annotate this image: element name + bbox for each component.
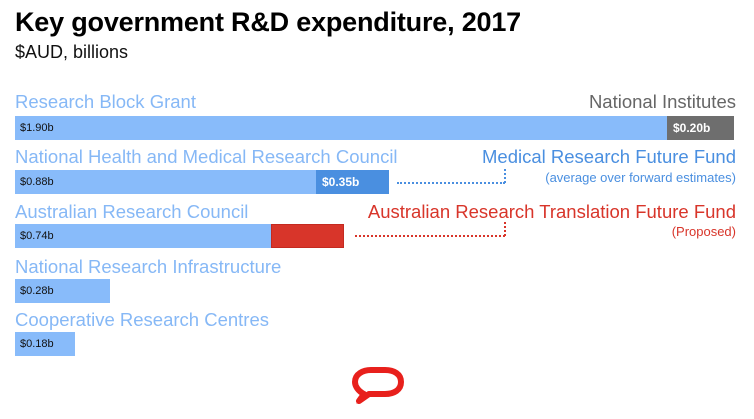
bar-mrff: $0.35b (316, 170, 389, 194)
bar-value-label: $0.35b (322, 175, 360, 189)
row-label-research-block-grant: Research Block Grant (15, 91, 196, 112)
bar-research-block-grant: $1.90b (15, 116, 667, 140)
chart-title: Key government R&D expenditure, 2017 (15, 7, 521, 37)
chart-subtitle: $AUD, billions (15, 42, 129, 62)
bar-value-label: $0.88b (20, 176, 54, 188)
mrff-connector-tick (504, 169, 506, 183)
mrff-annotation-title: Medical Research Future Fund (482, 146, 736, 167)
artff-connector-line (355, 235, 505, 237)
speech-bubble-logo-icon (351, 367, 405, 407)
bar-artff (271, 224, 344, 248)
row-label-arc: Australian Research Council (15, 201, 249, 222)
row-label-crc: Cooperative Research Centres (15, 309, 269, 330)
bar-crc: $0.18b (15, 332, 75, 356)
artff-annotation-subtitle: (Proposed) (671, 224, 736, 239)
mrff-connector-line (397, 182, 505, 184)
artff-annotation-title: Australian Research Translation Future F… (367, 201, 736, 222)
bar-national-institutes: $0.20b (667, 116, 734, 140)
bar-value-label: $0.74b (20, 230, 54, 242)
row-label-nri: National Research Infrastructure (15, 256, 282, 277)
bar-value-label: $0.20b (673, 121, 711, 135)
national-institutes-label: National Institutes (588, 91, 736, 112)
bar-nri: $0.28b (15, 279, 110, 303)
bar-value-label: $1.90b (20, 122, 54, 134)
bar-nhmrc: $0.88b (15, 170, 316, 194)
mrff-annotation-subtitle: (average over forward estimates) (545, 170, 736, 185)
bar-arc: $0.74b (15, 224, 271, 248)
bar-value-label: $0.18b (20, 338, 54, 350)
row-label-nhmrc: National Health and Medical Research Cou… (15, 146, 398, 167)
artff-connector-tick (504, 222, 506, 236)
bar-value-label: $0.28b (20, 285, 54, 297)
